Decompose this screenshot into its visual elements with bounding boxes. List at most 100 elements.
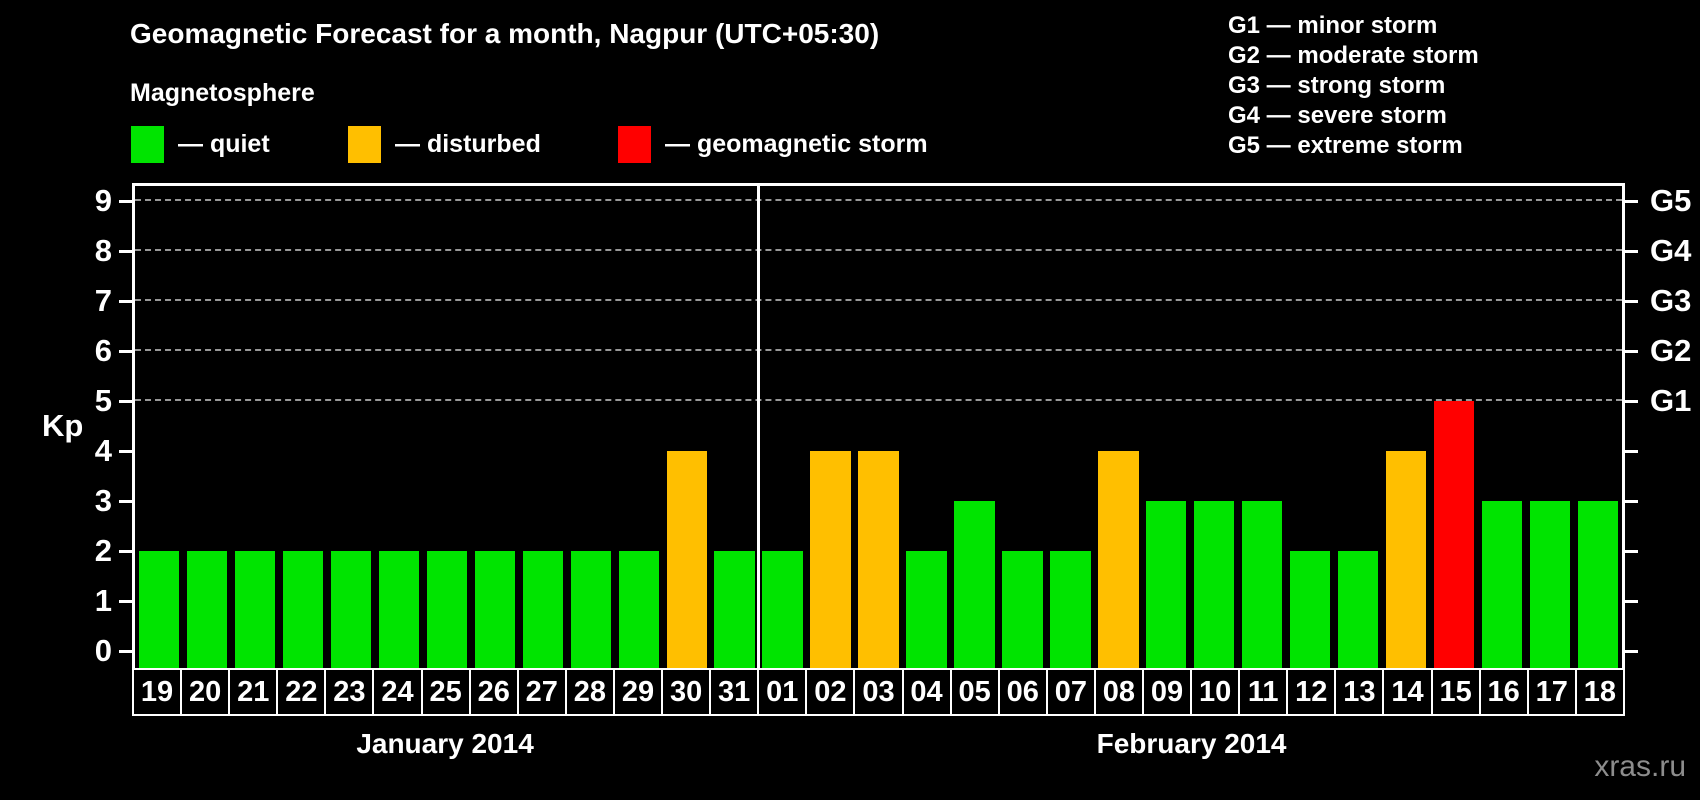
y-tick-label: 0 (94, 633, 112, 668)
kp-bar-january-19 (138, 551, 180, 668)
day-slot-january-23 (327, 186, 375, 668)
day-slot-february-01 (759, 186, 807, 668)
legend-disturbed-label: — disturbed (395, 129, 541, 158)
date-label-february-03: 03 (853, 670, 901, 714)
legend-storm-label: — geomagnetic storm (665, 129, 928, 158)
axis-tick (119, 550, 132, 553)
y-tick-label: 1 (94, 583, 112, 618)
g4-legend-line: G4 — severe storm (1228, 102, 1447, 129)
day-slot-february-14 (1382, 186, 1430, 668)
day-slot-february-17 (1526, 186, 1574, 668)
kp-bar-february-16 (1481, 501, 1523, 668)
axis-tick (1625, 450, 1638, 453)
date-label-february-06: 06 (997, 670, 1046, 714)
disturbed-color-swatch (348, 125, 381, 163)
magnetosphere-legend-title: Magnetosphere (130, 79, 315, 107)
gridline-kp7 (135, 299, 1622, 301)
axis-tick (1625, 500, 1638, 503)
g2-legend-line: G2 — moderate storm (1228, 42, 1479, 69)
g-scale-legend: G1 — minor storm G2 — moderate storm G3 … (1228, 11, 1479, 161)
day-slot-february-02 (807, 186, 855, 668)
date-label-january-19: 19 (140, 675, 174, 708)
left-ticks (119, 183, 132, 668)
kp-bar-january-20 (186, 551, 228, 668)
kp-bar-january-26 (474, 551, 515, 668)
kp-bar-february-05 (954, 501, 995, 668)
date-label-february-01: 01 (757, 670, 805, 714)
storm-color-swatch (618, 125, 651, 163)
date-label-january-29: 29 (612, 670, 661, 714)
date-label-february-08: 08 (1093, 670, 1142, 714)
day-slot-january-20 (183, 186, 231, 668)
month-labels: January 2014 February 2014 (132, 728, 1625, 760)
day-slot-february-09 (1142, 186, 1190, 668)
date-label-february-04: 04 (901, 670, 950, 714)
date-label-january-23: 23 (324, 670, 372, 714)
kp-bar-january-28 (570, 551, 611, 668)
kp-bar-february-11 (1242, 501, 1283, 668)
day-slot-january-31 (711, 186, 759, 668)
axis-tick (119, 300, 132, 303)
date-label-january-25: 25 (420, 670, 469, 714)
date-label-february-05: 05 (949, 670, 998, 714)
date-label-february-09: 09 (1141, 670, 1190, 714)
kp-bar-january-25 (426, 551, 467, 668)
day-slot-february-08 (1094, 186, 1142, 668)
y-axis-title: Kp (42, 408, 84, 443)
legend-item-storm: — geomagnetic storm (618, 124, 928, 164)
kp-bar-february-06 (1002, 551, 1043, 668)
y-tick-label: 6 (94, 333, 112, 368)
date-label-january-26: 26 (468, 670, 517, 714)
axis-tick (119, 400, 132, 403)
kp-bar-february-04 (906, 551, 947, 668)
kp-bar-january-29 (618, 551, 659, 668)
y-tick-label: 7 (94, 283, 112, 318)
axis-tick (1625, 400, 1638, 403)
kp-bar-january-24 (378, 551, 419, 668)
axis-tick (1625, 650, 1638, 653)
g-axis-label-g1: G1 (1650, 383, 1692, 418)
axis-tick (1625, 250, 1638, 253)
date-label-february-11: 11 (1238, 670, 1286, 714)
axis-tick (1625, 200, 1638, 203)
day-slot-february-16 (1478, 186, 1526, 668)
axis-tick (1625, 300, 1638, 303)
g3-legend-line: G3 — strong storm (1228, 72, 1446, 99)
gridline-kp6 (135, 349, 1622, 351)
g-axis-label-g4: G4 (1650, 233, 1692, 268)
month-separator (757, 186, 761, 668)
date-label-january-28: 28 (564, 670, 613, 714)
y-tick-label: 9 (94, 183, 112, 218)
day-slot-january-27 (519, 186, 567, 668)
kp-bar-january-30 (666, 451, 707, 668)
date-label-february-17: 17 (1526, 670, 1575, 714)
watermark: xras.ru (1594, 750, 1686, 783)
month-label-january: January 2014 (356, 728, 534, 759)
day-slot-january-26 (471, 186, 519, 668)
day-slot-january-30 (663, 186, 711, 668)
y-tick-labels: 0 1 2 3 4 5 6 7 8 9 (0, 183, 112, 668)
y-tick-label: 8 (94, 233, 112, 268)
axis-tick (1625, 600, 1638, 603)
axis-tick (119, 500, 132, 503)
kp-bar-february-03 (858, 451, 899, 668)
day-slot-february-13 (1334, 186, 1382, 668)
day-slot-january-29 (615, 186, 663, 668)
right-ticks (1625, 183, 1638, 668)
day-slot-february-12 (1286, 186, 1334, 668)
day-slot-february-11 (1238, 186, 1286, 668)
day-slot-february-03 (855, 186, 903, 668)
kp-bar-february-09 (1146, 501, 1187, 668)
y-tick-label: 5 (94, 383, 112, 418)
date-label-january-31: 31 (709, 670, 757, 714)
date-label-february-12: 12 (1286, 670, 1334, 714)
day-slot-february-06 (998, 186, 1046, 668)
kp-bar-february-01 (762, 551, 803, 668)
day-slot-january-19 (135, 186, 183, 668)
kp-bar-february-13 (1338, 551, 1379, 668)
y-tick-label: 3 (94, 483, 112, 518)
axis-tick (119, 250, 132, 253)
day-slot-january-28 (567, 186, 615, 668)
month-label-february: February 2014 (1096, 728, 1287, 759)
axis-tick (1625, 550, 1638, 553)
